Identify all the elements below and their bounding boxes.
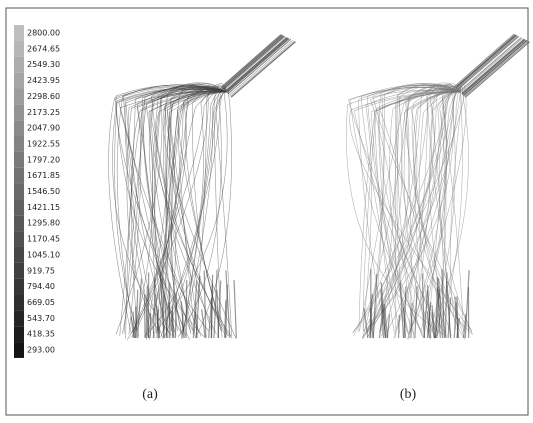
legend-label: 1421.15 (27, 203, 60, 212)
legend-swatch (14, 295, 24, 311)
legend-swatch (14, 73, 24, 89)
streamline (450, 90, 461, 330)
pipe-line (461, 39, 524, 93)
bottom-flow (234, 280, 236, 338)
legend-label: 1922.55 (27, 139, 60, 148)
bottom-flow (211, 284, 212, 338)
legend-swatch (14, 57, 24, 73)
bottom-flow (153, 279, 155, 338)
pipe-line (222, 35, 282, 88)
pipe-line (460, 38, 522, 92)
panel-label: (a) (142, 387, 158, 402)
pipe-line (459, 37, 521, 91)
streamlines-a (109, 34, 296, 340)
pipe-line (224, 36, 285, 89)
legend-label: 543.70 (27, 314, 55, 323)
pipe-line (225, 37, 287, 91)
legend-swatch (14, 199, 24, 215)
bottom-flow (445, 272, 447, 338)
pipe-line (464, 41, 528, 96)
legend-label: 919.75 (27, 266, 55, 275)
legend-label: 2173.25 (27, 108, 60, 117)
pipe-line (226, 38, 288, 92)
legend: 2800.00 2674.65 2549.30 2423.95 2298.60 2173.… (14, 25, 60, 358)
legend-swatch (14, 247, 24, 263)
legend-label: 794.40 (27, 282, 55, 291)
legend-label: 1170.45 (27, 235, 60, 244)
pipe-line (460, 38, 522, 92)
pipe-line (457, 36, 518, 89)
legend-label: 2298.60 (27, 92, 60, 101)
legend-swatch (14, 168, 24, 184)
legend-swatch (14, 215, 24, 231)
legend-label: 1295.80 (27, 219, 60, 228)
legend-swatch (14, 279, 24, 295)
frame (6, 8, 528, 415)
legend-swatch (14, 326, 24, 342)
legend-label: 669.05 (27, 298, 55, 307)
legend-label: 418.35 (27, 330, 55, 339)
bottom-flow (150, 313, 151, 338)
legend-label: 1546.50 (27, 187, 60, 196)
pipe-line (223, 36, 284, 89)
pipe-line (227, 38, 289, 92)
legend-label: 2423.95 (27, 76, 60, 85)
pipe-line (221, 34, 281, 87)
streamline (193, 86, 226, 334)
legend-swatch (14, 25, 24, 41)
pipe-line (224, 37, 285, 90)
figure: 2800.00 2674.65 2549.30 2423.95 2298.60 2173.… (0, 0, 533, 423)
legend-swatch (14, 88, 24, 104)
pipe-line (458, 36, 519, 89)
legend-swatch (14, 152, 24, 168)
bottom-flow (186, 280, 187, 338)
pipe-line (227, 39, 289, 93)
legend-swatch (14, 310, 24, 326)
legend-swatch (14, 231, 24, 247)
legend-swatch (14, 104, 24, 120)
pipe-line (458, 36, 519, 89)
legend-label: 2549.30 (27, 60, 60, 69)
pipe-line (462, 40, 525, 95)
legend-swatch (14, 41, 24, 57)
legend-label: 2047.90 (27, 124, 60, 133)
legend-swatch (14, 342, 24, 358)
panel-label: (b) (400, 387, 417, 402)
pipe-line (462, 39, 525, 94)
legend-label: 2674.65 (27, 44, 60, 53)
legend-label: 293.00 (27, 346, 55, 355)
legend-swatch (14, 263, 24, 279)
figure-page: 2800.00 2674.65 2549.30 2423.95 2298.60 2173.… (0, 0, 533, 423)
legend-swatch (14, 136, 24, 152)
pipe-line (228, 39, 291, 94)
legend-swatch (14, 120, 24, 136)
legend-label: 2800.00 (27, 29, 60, 38)
pipe-line (464, 41, 528, 96)
streamline (442, 87, 463, 332)
pipe-line (229, 40, 292, 95)
legend-label: 1797.20 (27, 155, 60, 164)
pipe-line (463, 40, 526, 95)
pipe-line (230, 41, 294, 96)
legend-label: 1045.10 (27, 250, 60, 259)
pipe-line (456, 35, 516, 88)
bottom-flow (399, 315, 400, 338)
streamlines-b (346, 34, 529, 340)
legend-label: 1671.85 (27, 171, 60, 180)
pipe-line (225, 38, 287, 92)
legend-swatch (14, 184, 24, 200)
